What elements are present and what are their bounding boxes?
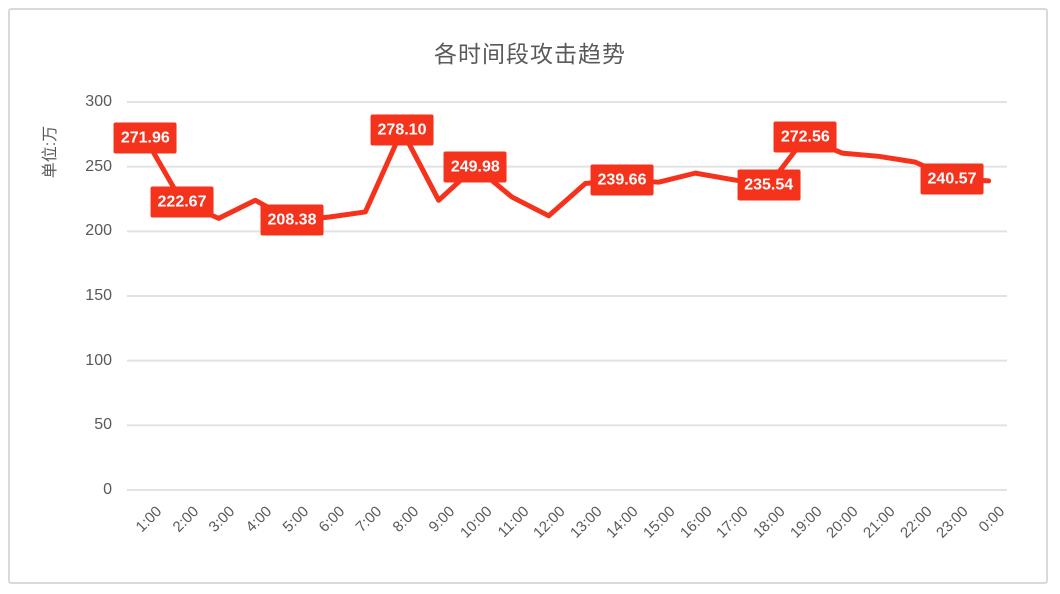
y-axis-tick: 100 xyxy=(85,351,112,369)
y-axis-tick: 300 xyxy=(85,93,112,110)
y-axis-tick: 200 xyxy=(85,222,112,240)
data-label: 272.56 xyxy=(773,121,837,153)
chart-title: 各时间段攻击趋势 xyxy=(434,41,626,67)
data-label: 208.38 xyxy=(260,204,324,236)
data-label: 271.96 xyxy=(113,122,177,154)
y-axis-tick: 250 xyxy=(85,157,112,175)
y-axis-tick: 150 xyxy=(85,287,112,304)
data-label: 249.98 xyxy=(443,151,507,183)
data-label: 235.54 xyxy=(737,169,801,201)
y-axis-tick: 0 xyxy=(103,481,112,498)
data-label: 239.66 xyxy=(590,164,654,196)
data-label: 278.10 xyxy=(370,114,434,146)
data-label: 240.57 xyxy=(920,163,984,195)
y-axis-tick: 50 xyxy=(94,416,112,434)
data-label: 222.67 xyxy=(150,186,214,218)
